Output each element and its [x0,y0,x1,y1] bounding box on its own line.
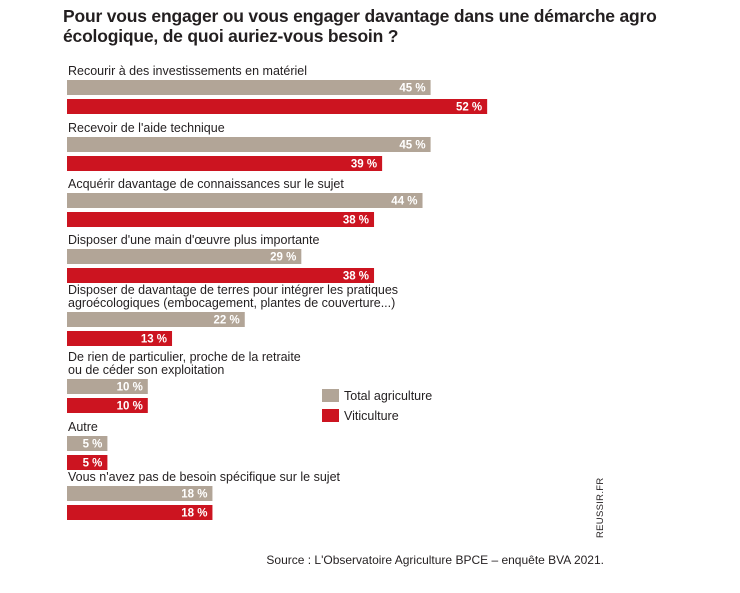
data-label: 45 % [399,83,425,95]
data-label: 13 % [141,334,167,346]
category-label: Disposer d'une main d'œuvre plus importa… [68,233,319,247]
category-label: De rien de particulier, proche de la ret… [68,350,301,364]
category-label: ou de céder son exploitation [68,363,224,377]
data-label: 39 % [351,159,377,171]
bar [67,99,488,114]
category-label: Disposer de davantage de terres pour int… [68,283,398,297]
category-label: agroécologiques (embocagement, plantes d… [68,296,395,310]
bar [67,193,423,208]
bar [67,212,375,227]
bar [67,331,173,346]
bar [67,486,213,501]
chart-title: Pour vous engager ou vous engager davant… [63,6,657,46]
bar [67,398,148,413]
bar [67,505,213,520]
category-label: Autre [68,420,98,434]
credit-label: REUSSIR.FR [595,477,606,538]
bar [67,249,302,264]
data-label: 18 % [181,508,207,520]
data-label: 18 % [181,489,207,501]
source-note: Source : L'Observatoire Agriculture BPCE… [266,553,604,567]
category-label: Recourir à des investissements en matéri… [68,64,307,78]
category-label: Recevoir de l'aide technique [68,121,225,135]
bar [67,436,108,451]
bar [67,137,431,152]
bar [67,455,108,470]
bar [67,268,375,283]
data-label: 45 % [399,140,425,152]
data-label: 38 % [343,215,369,227]
category-label: Acquérir davantage de connaissances sur … [68,177,344,191]
bar [67,379,148,394]
data-label: 5 % [83,439,103,451]
data-label: 44 % [391,196,417,208]
data-label: 38 % [343,271,369,283]
legend-label: Total agriculture [344,389,432,403]
data-label: 10 % [117,382,143,394]
bar [67,156,383,171]
data-label: 52 % [456,102,482,114]
category-label: Vous n'avez pas de besoin spécifique sur… [68,470,341,484]
data-label: 22 % [214,315,240,327]
legend-swatch [322,389,339,402]
legend-swatch [322,409,339,422]
data-label: 29 % [270,252,296,264]
legend-label: Viticulture [344,409,399,423]
bar [67,312,245,327]
data-label: 5 % [83,458,103,470]
bar [67,80,431,95]
data-label: 10 % [117,401,143,413]
